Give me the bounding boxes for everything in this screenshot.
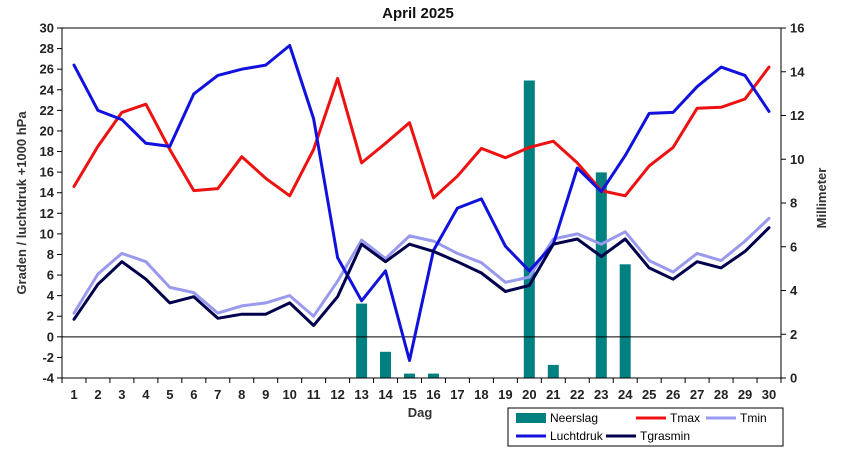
y-left-tick-label: 10	[40, 226, 54, 241]
plot-frame	[61, 27, 782, 379]
y-left-tick-label: 2	[47, 309, 54, 324]
x-axis: 1 2 3 4 5 6 7 8 9 10 11 12 13 14 15 16 17 18 19 20 21 22 23 24 2…	[61, 378, 782, 402]
y-right-tick-label: 6	[790, 239, 797, 254]
x-axis-title: Dag	[408, 405, 433, 420]
x-tick-label: 4	[142, 387, 150, 402]
series-line-luchtdruk	[72, 44, 771, 362]
bar-neerslag-day-13	[356, 303, 368, 378]
y-left-tick-label: 22	[40, 103, 54, 118]
y-right-tick-label: 16	[790, 21, 804, 36]
y-right-tick-label: 8	[790, 196, 797, 211]
y-left-tick-label: 12	[40, 206, 54, 221]
x-tick-label: 3	[118, 387, 125, 402]
x-tick-label: 28	[714, 387, 728, 402]
x-tick-label: 29	[738, 387, 752, 402]
y-left-tick-label: -2	[42, 350, 54, 365]
y-left-tick-label: -4	[42, 371, 54, 386]
y-right-tick-label: 4	[790, 283, 798, 298]
y-right-tick-label: 2	[790, 327, 797, 342]
legend-label-tmin: Tmin	[740, 411, 767, 425]
x-tick-label: 15	[402, 387, 416, 402]
x-tick-label: 22	[570, 387, 584, 402]
y-right-tick-label: 0	[790, 371, 797, 386]
x-tick-label: 10	[282, 387, 296, 402]
y-left-tick-label: 14	[40, 185, 55, 200]
x-tick-label: 21	[546, 387, 560, 402]
x-tick-label: 19	[498, 387, 512, 402]
y-left-tick-label: 18	[40, 144, 54, 159]
x-tick-label: 20	[522, 387, 536, 402]
y-left-tick-label: 30	[40, 21, 54, 36]
y-left-tick-label: 6	[47, 268, 54, 283]
x-tick-label: 1	[70, 387, 77, 402]
x-tick-label: 6	[190, 387, 197, 402]
x-tick-label: 9	[262, 387, 269, 402]
bars-layer	[356, 80, 631, 379]
y-left-tick-label: 20	[40, 123, 54, 138]
legend-label-tmax: Tmax	[670, 411, 700, 425]
x-tick-label: 16	[426, 387, 440, 402]
y-axis-right-title: Millimeter	[814, 168, 829, 229]
x-tick-label: 14	[378, 387, 393, 402]
bar-neerslag-day-21	[547, 364, 559, 378]
x-tick-label: 8	[238, 387, 245, 402]
y-left-tick-label: 0	[47, 329, 54, 344]
x-tick-label: 17	[450, 387, 464, 402]
x-tick-label: 23	[594, 387, 608, 402]
x-tick-label: 24	[618, 387, 633, 402]
legend: Neerslag Tmax Tmin Luchtdruk Tgrasmin	[507, 407, 784, 447]
y-right-tick-label: 14	[790, 64, 805, 79]
series-line-tgrasmin	[72, 226, 771, 327]
y-right-tick-label: 10	[790, 152, 804, 167]
x-tick-label: 30	[762, 387, 776, 402]
y-left-tick-label: 16	[40, 165, 54, 180]
x-tick-label: 26	[666, 387, 680, 402]
legend-label-tgrasmin: Tgrasmin	[640, 429, 690, 443]
y-right-tick-label: 12	[790, 108, 804, 123]
x-tick-label: 2	[94, 387, 101, 402]
bar-neerslag-day-23	[595, 172, 607, 378]
x-tick-label: 7	[214, 387, 221, 402]
y-left-tick-label: 28	[40, 41, 54, 56]
y-axis-left-title: Graden / luchtdruk +1000 hPa	[14, 111, 29, 295]
y-left-tick-label: 24	[40, 82, 55, 97]
bar-neerslag-day-20	[523, 80, 535, 378]
y-left-tick-label: 4	[47, 288, 55, 303]
x-tick-label: 11	[307, 387, 321, 402]
series-line-tmax	[72, 65, 771, 200]
bar-neerslag-day-14	[380, 351, 391, 379]
chart-title: April 2025	[382, 5, 454, 22]
legend-box	[507, 407, 784, 447]
series-line-tmin	[72, 216, 771, 318]
x-tick-label: 27	[690, 387, 704, 402]
x-tick-label: 13	[354, 387, 368, 402]
x-tick-label: 5	[166, 387, 173, 402]
x-tick-label: 12	[330, 387, 344, 402]
bar-neerslag-day-16	[428, 373, 439, 378]
y-left-tick-label: 26	[40, 62, 54, 77]
legend-label-neerslag: Neerslag	[550, 411, 598, 425]
x-tick-label: 25	[642, 387, 656, 402]
right-axis: 0 2 4 6 8 10 12 14 16	[781, 21, 805, 386]
legend-swatch-neerslag	[516, 413, 546, 423]
lines-layer	[72, 44, 771, 362]
y-left-tick-label: 8	[47, 247, 54, 262]
bar-neerslag-day-15	[404, 373, 415, 378]
bar-neerslag-day-24	[619, 264, 631, 379]
legend-label-luchtdruk: Luchtdruk	[550, 429, 604, 443]
x-tick-label: 18	[474, 387, 488, 402]
